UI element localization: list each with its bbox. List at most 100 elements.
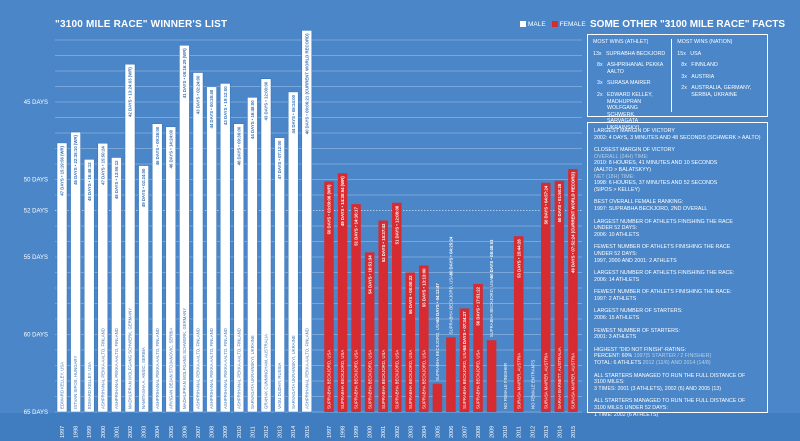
male-bar <box>206 86 217 413</box>
fact-line: 2006: 14 ATHLETS <box>594 277 761 284</box>
female-bar <box>473 283 483 412</box>
year-label: 2011 <box>517 426 523 438</box>
athlet-wins-item: 8x ASHPRIHANAL PEKKA AALTO <box>593 62 666 75</box>
winner-name: SARVAGATA UKRAINSKYI, UKRAINE <box>291 335 296 409</box>
fact-item: FEWEST NUMBER OF ATHLETS FINISHING THE R… <box>594 289 761 302</box>
legend-male-label: MALE <box>528 21 546 28</box>
year-label: 2012 <box>264 426 270 438</box>
female-bar <box>378 220 388 412</box>
winner-name: SURASA MAIRER, AUSTRIA <box>543 353 548 409</box>
year-label: 2002 <box>128 426 134 438</box>
fact-text: HIGHEST "DID NOT FINISH"-RATING: <box>594 346 687 353</box>
fact-text: 2012 (12/6) AND 2014 (14/8) <box>642 360 711 367</box>
winner-name: EDWARD KELLEY, USA <box>87 362 92 409</box>
fact-text: 3100 MILES: <box>594 379 625 386</box>
win-name: USA <box>690 50 702 57</box>
fact-line: BEST OVERALL FEMALE RANKING: <box>594 199 761 206</box>
nation-wins-item: 8x FINNLAND <box>677 62 762 69</box>
fact-text: 3 TIMES: 2001 (3 ATHLETS), 2002 (6) AND … <box>594 385 721 392</box>
year-label: 2005 <box>435 426 441 438</box>
year-label: 1999 <box>354 426 360 438</box>
time-label: 40 DAYS • 09:06:21 (CURRENT WORLD RECORD… <box>304 33 309 134</box>
male-bar <box>151 123 163 413</box>
year-label: 1999 <box>87 426 93 438</box>
time-label: 60 DAYS • 08:48:51 <box>489 239 494 278</box>
female-bar <box>432 383 443 412</box>
win-count: 3x <box>597 80 603 87</box>
year-label: 2001 <box>381 426 387 438</box>
fact-item: ALL STARTERS MANAGED TO RUN THE FULL DIS… <box>594 373 761 393</box>
winner-name: SUPRABHA BECKJORD, USA <box>448 275 453 334</box>
female-bar <box>541 182 551 412</box>
win-count: 2x <box>681 85 687 92</box>
athlet-wins-item: 2x EDWARD KELLEY, MADHUPRAN WOLFGANG SCHW… <box>593 92 666 132</box>
fact-line: NET (18H) TIME: <box>594 174 761 181</box>
fact-item: LARGEST NUMBER OF STARTERS: 2006: 15 ATHL… <box>594 308 761 321</box>
year-label: 2008 <box>210 426 216 438</box>
fact-line: 1997: SUPRABHA BECKJORD, 2ND OVERALL <box>594 206 761 213</box>
year-label: 2009 <box>490 426 496 438</box>
time-label: 63 DAYS • 04:13:47 <box>435 283 440 322</box>
fact-text: FEWEST NUMBER OF ATHLETS FINISHING THE R… <box>594 289 732 296</box>
time-label: 43 DAYS • 19:12:00 <box>223 86 228 125</box>
fact-line: LARGEST NUMBER OF STARTERS: <box>594 308 761 315</box>
time-label: 50 DAYS • 03:09:06 (WR) <box>327 184 332 234</box>
time-label: 52 DAYS • 15:37:43 <box>381 223 386 262</box>
female-bar <box>392 202 402 412</box>
fact-text: 2010: 8 HOURES, 41 MINUTES AND 10 SECOND… <box>594 160 718 167</box>
fact-line: (SIPOS > KELLEY) <box>594 187 761 194</box>
fact-line: 1 TIME: 2002 (6 ATHLETS) <box>594 412 761 419</box>
nation-wins-item: 3x AUSTRIA <box>677 74 762 81</box>
fact-line: ALL STARTERS MANAGED TO RUN THE FULL DIS… <box>594 398 761 405</box>
winner-name: SUPRABHA BECKJORD, USA <box>381 350 386 409</box>
fact-line: 1997, 2000 AND 2001: 2 ATHLETS <box>594 258 761 265</box>
fact-text: PERCENT: 60% <box>594 353 634 360</box>
male-bar <box>287 91 299 413</box>
winner-name: ARVIGAN DEJAN STOJANOVIC, SERBIA <box>168 328 173 409</box>
winner-name: SUPRABHA BECKJORD, USA <box>394 350 399 409</box>
fact-line: LARGEST MARGIN OF VICTORY <box>594 128 761 135</box>
nation-wins-item: 2x AUSTRALIA, GERMANY, SERBIA, UKRAINE <box>677 85 762 98</box>
winner-name: SUPRABHA BECKJORD, USA <box>408 350 413 409</box>
time-label: 42 DAYS • 13:24:03 (WR) <box>128 67 133 117</box>
time-label: 46 DAYS • 22:35:10 (WR) <box>73 135 78 185</box>
male-bar <box>124 63 136 413</box>
facts-box: LARGEST MARGIN OF VICTORY 2002: 4 DAYS, 3… <box>587 122 768 418</box>
fact-text: OVERALL (24H) TIME: <box>594 153 649 160</box>
y-tick-label: 65 DAYS <box>24 410 48 416</box>
fact-item: FEWEST NUMBER OF STARTERS: 2001: 3 ATHLET… <box>594 328 761 341</box>
winner-name: SUPRABHA BECKJORD, USA <box>327 350 332 409</box>
male-bar <box>138 165 149 413</box>
winner-name: VASU DUZHIY, RUSSIA <box>277 362 282 409</box>
time-label: 44 DAYS • 16:48:00 <box>250 100 255 139</box>
fact-text: ALL STARTERS MANAGED TO RUN THE FULL DIS… <box>594 398 746 405</box>
fact-line: TOTAL: 6 ATHLETS 2012 (12/6) AND 2014 (1… <box>594 360 761 367</box>
legend-female-label: FEMALE <box>559 21 586 28</box>
fact-line: CLOSEST MARGIN OF VICTORY <box>594 147 761 154</box>
y-tick-label: 50 DAYS <box>24 178 48 184</box>
time-label: 55 DAYS • 13:13:00 <box>421 268 426 307</box>
female-bar <box>513 236 524 412</box>
winner-name: SUPRABHA BECKJORD, USA <box>476 350 481 409</box>
fact-line: FEWEST NUMBER OF ATHLETS FINISHING THE R… <box>594 244 761 251</box>
fact-text: UNDER 52 DAYS: <box>594 250 638 257</box>
male-bar <box>56 142 68 413</box>
winner-name: ASHPRIHANAL PEKKA AALTO, FINLAND <box>223 328 228 409</box>
female-bar <box>337 173 348 412</box>
time-label: 46 DAYS • 09:36:00 <box>236 126 241 165</box>
fact-text: 2006: 15 ATHLETS <box>594 315 640 322</box>
fact-line: 2001: 3 ATHLETS <box>594 334 761 341</box>
fact-line: 2010: 8 HOURES, 41 MINUTES AND 10 SECOND… <box>594 160 761 167</box>
time-label: 43 DAYS • 12:00:00 <box>264 81 269 120</box>
fact-text: 3100 MILES UNDER 52 DAYS: <box>594 405 668 411</box>
year-label: 2013 <box>278 426 284 438</box>
year-label: 2015 <box>571 426 577 438</box>
time-label: 51 DAYS • 14:16:17 <box>354 207 359 246</box>
time-label: 49 DAYS • 14:30:54 (WR) <box>340 176 345 226</box>
winner-name: ASHPRIHANAL PEKKA AALTO, FINLAND <box>155 328 160 409</box>
fact-line: 3 TIMES: 2001 (3 ATHLETS), 2002 (6) AND … <box>594 386 761 393</box>
winner-name: ASHPRIHANAL PEKKA AALTO, FINLAND <box>304 328 309 409</box>
fact-item: FEWEST NUMBER OF ATHLETS FINISHING THE R… <box>594 244 761 264</box>
year-label: 2012 <box>530 426 536 438</box>
year-label: 2008 <box>476 426 482 438</box>
